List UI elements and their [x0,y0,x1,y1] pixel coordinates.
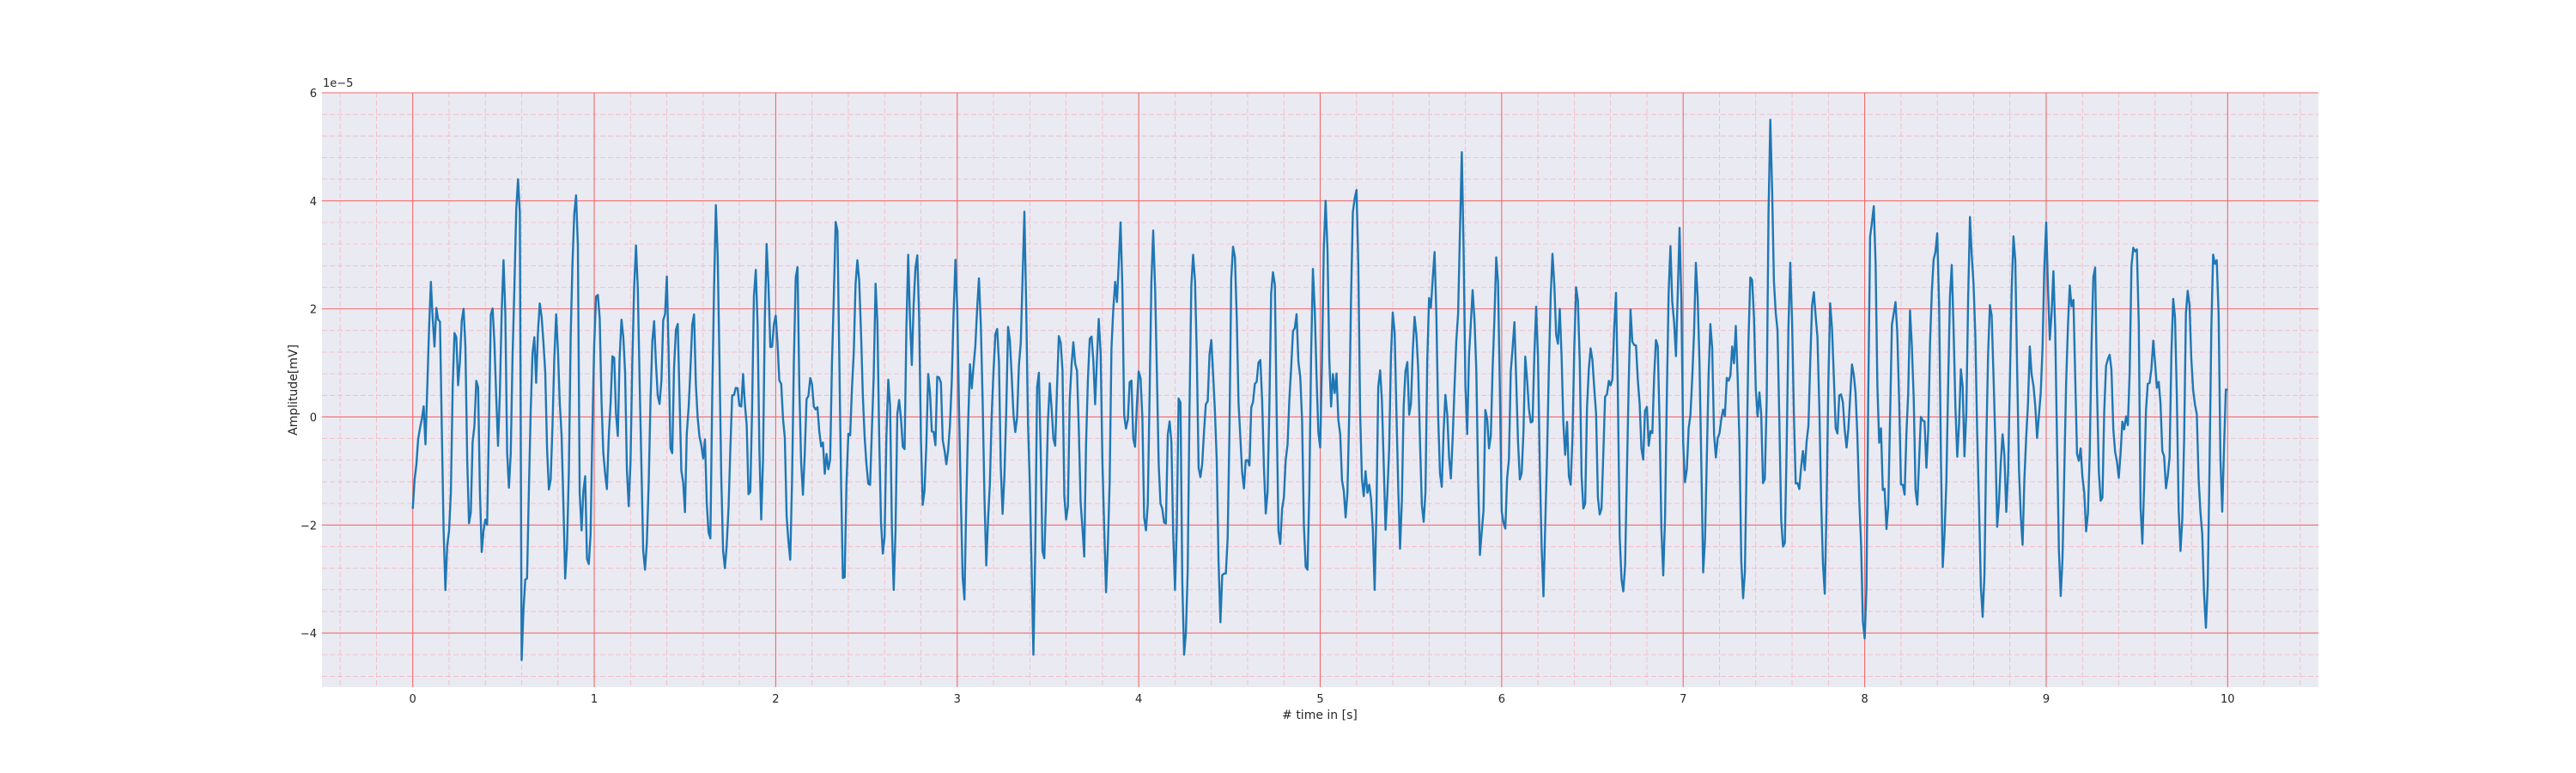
x-tick-label: 10 [2221,693,2235,706]
x-tick-label: 7 [1680,693,1686,706]
x-tick-label: 6 [1498,693,1505,706]
x-axis-label: # time in [s] [1282,709,1358,722]
x-tick-label: 4 [1135,693,1142,706]
y-tick-label: −4 [301,628,317,641]
y-offset-text: 1e−5 [323,77,353,90]
series-line [411,119,2228,661]
y-tick-label: 0 [310,411,317,424]
y-tick-labels: −4 −2 0 2 4 6 [301,88,317,641]
x-tick-label: 5 [1316,693,1323,706]
y-axis-label: Amplitude[mV] [287,344,301,435]
x-tick-label: 9 [2043,693,2050,706]
x-tick-labels: 0 1 2 3 4 5 6 7 8 9 10 [410,693,2235,706]
y-tick-label: 6 [310,88,317,100]
x-tick-label: 8 [1861,693,1868,706]
y-tick-label: 4 [310,196,317,209]
major-grid [322,92,2318,687]
x-tick-label: 1 [591,693,598,706]
x-tick-label: 0 [410,693,416,706]
y-tick-label: 2 [310,304,317,317]
x-tick-label: 2 [772,693,779,706]
x-tick-label: 3 [954,693,961,706]
y-tick-label: −2 [301,520,317,533]
